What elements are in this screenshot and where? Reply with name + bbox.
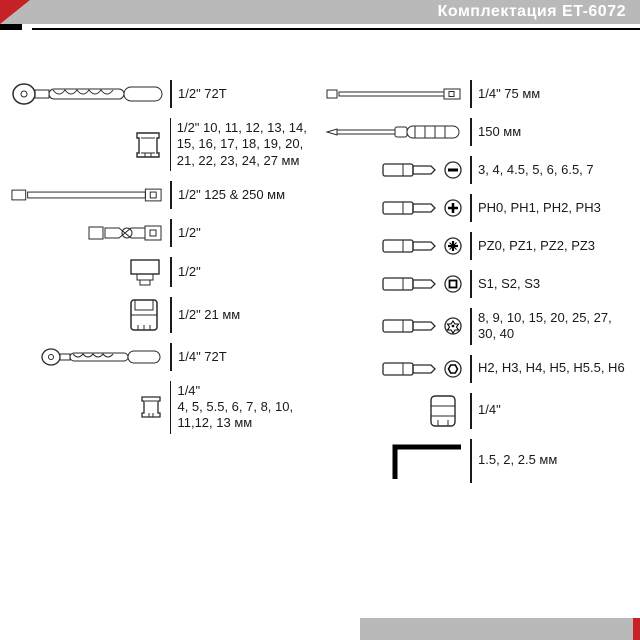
spec-label: PH0, PH1, PH2, PH3 [478, 198, 601, 218]
divider [170, 297, 172, 333]
divider [170, 381, 171, 434]
black-rule [32, 28, 640, 30]
spec-label: 8, 9, 10, 15, 20, 25, 27, 30, 40 [478, 308, 628, 345]
black-accent [0, 24, 22, 30]
divider [170, 219, 172, 247]
spec-row-spark12: 1/2" 21 мм [10, 297, 320, 333]
spec-label: S1, S2, S3 [478, 274, 540, 294]
spec-label: 1/2" 125 & 250 мм [178, 185, 285, 205]
spec-row-sockets14: 1/4" 4, 5, 5.5, 6, 7, 8, 10, 11,12, 13 м… [10, 381, 320, 434]
spec-row-ph: PH0, PH1, PH2, PH3 [320, 194, 630, 222]
spec-label: 1/4" 75 мм [478, 84, 540, 104]
bit-holder-icon [320, 393, 470, 429]
bit-pz-icon [320, 235, 470, 257]
spec-row-ratchet14: 1/4" 72T [10, 343, 320, 371]
divider [470, 439, 472, 483]
spec-row-sq: S1, S2, S3 [320, 270, 630, 298]
bit-sq-icon [320, 273, 470, 295]
divider [170, 343, 172, 371]
spec-row-hexkey: 1.5, 2, 2.5 мм [320, 439, 630, 483]
footer-strip [360, 618, 640, 640]
spec-label: 1.5, 2, 2.5 мм [478, 450, 557, 470]
divider [470, 118, 472, 146]
spec-row-adapter12: 1/2" [10, 257, 320, 287]
socket-short-icon [10, 129, 170, 159]
divider [470, 80, 472, 108]
divider [470, 270, 472, 298]
divider [170, 257, 172, 287]
spec-label: 1/4" 4, 5, 5.5, 6, 7, 8, 10, 11,12, 13 м… [177, 381, 320, 434]
spec-label: 1/2" 72T [178, 84, 227, 104]
spec-row-hex: H2, H3, H4, H5, H5.5, H6 [320, 355, 630, 383]
spec-label: 1/2" 10, 11, 12, 13, 14, 15, 16, 17, 18,… [177, 118, 320, 171]
socket-small-icon [10, 394, 170, 420]
ratchet-small-icon [10, 346, 170, 368]
red-accent-corner [0, 0, 30, 24]
divider [170, 118, 171, 171]
adapter-icon [10, 257, 170, 287]
bit-hex-icon [320, 358, 470, 380]
spec-label: 1/2" 21 мм [178, 305, 240, 325]
divider [470, 194, 472, 222]
spec-label: H2, H3, H4, H5, H5.5, H6 [478, 358, 625, 378]
spec-label: 1/2" [178, 262, 201, 282]
footer-accent [633, 618, 640, 640]
spec-row-ratchet12: 1/2" 72T [10, 80, 320, 108]
spark-socket-icon [10, 297, 170, 333]
spec-label: 1/4" 72T [178, 347, 227, 367]
divider [470, 308, 472, 345]
ratchet-large-icon [10, 81, 170, 107]
spec-row-slot: 3, 4, 4.5, 5, 6, 6.5, 7 [320, 156, 630, 184]
spec-label: 3, 4, 4.5, 5, 6, 6.5, 7 [478, 160, 594, 180]
screwdriver-icon [320, 123, 470, 141]
left-column: 1/2" 72T 1/2" 10, 11, 12, 13, 14, 15, 16… [10, 80, 320, 600]
bit-ph-icon [320, 197, 470, 219]
spec-row-torx: 8, 9, 10, 15, 20, 25, 27, 30, 40 [320, 308, 630, 345]
spec-row-bitholder: 1/4" [320, 393, 630, 429]
spec-row-ext14: 1/4" 75 мм [320, 80, 630, 108]
divider [470, 393, 472, 429]
divider [470, 355, 472, 383]
universal-joint-icon [10, 221, 170, 245]
spec-row-sockets12: 1/2" 10, 11, 12, 13, 14, 15, 16, 17, 18,… [10, 118, 320, 171]
divider [170, 80, 172, 108]
spec-label: PZ0, PZ1, PZ2, PZ3 [478, 236, 595, 256]
hex-key-icon [320, 439, 470, 483]
divider [470, 232, 472, 260]
spec-label: 150 мм [478, 122, 521, 142]
spec-row-pz: PZ0, PZ1, PZ2, PZ3 [320, 232, 630, 260]
extension-bar-icon [10, 186, 170, 204]
bit-torx-icon [320, 315, 470, 337]
spec-label: 1/4" [478, 400, 501, 420]
right-column: 1/4" 75 мм 150 мм 3, 4, 4.5, 5, 6, 6.5, … [320, 80, 630, 600]
spec-label: 1/2" [178, 223, 201, 243]
divider [470, 156, 472, 184]
content-area: 1/2" 72T 1/2" 10, 11, 12, 13, 14, 15, 16… [10, 80, 630, 600]
spec-row-driver: 150 мм [320, 118, 630, 146]
header-bar: Комплектация ET-6072 [0, 0, 640, 34]
page-title: Комплектация ET-6072 [438, 3, 626, 21]
extension-small-icon [320, 87, 470, 101]
bit-slot-icon [320, 159, 470, 181]
header-strip: Комплектация ET-6072 [0, 0, 640, 24]
spec-row-extension12: 1/2" 125 & 250 мм [10, 181, 320, 209]
spec-row-ujoint12: 1/2" [10, 219, 320, 247]
divider [170, 181, 172, 209]
